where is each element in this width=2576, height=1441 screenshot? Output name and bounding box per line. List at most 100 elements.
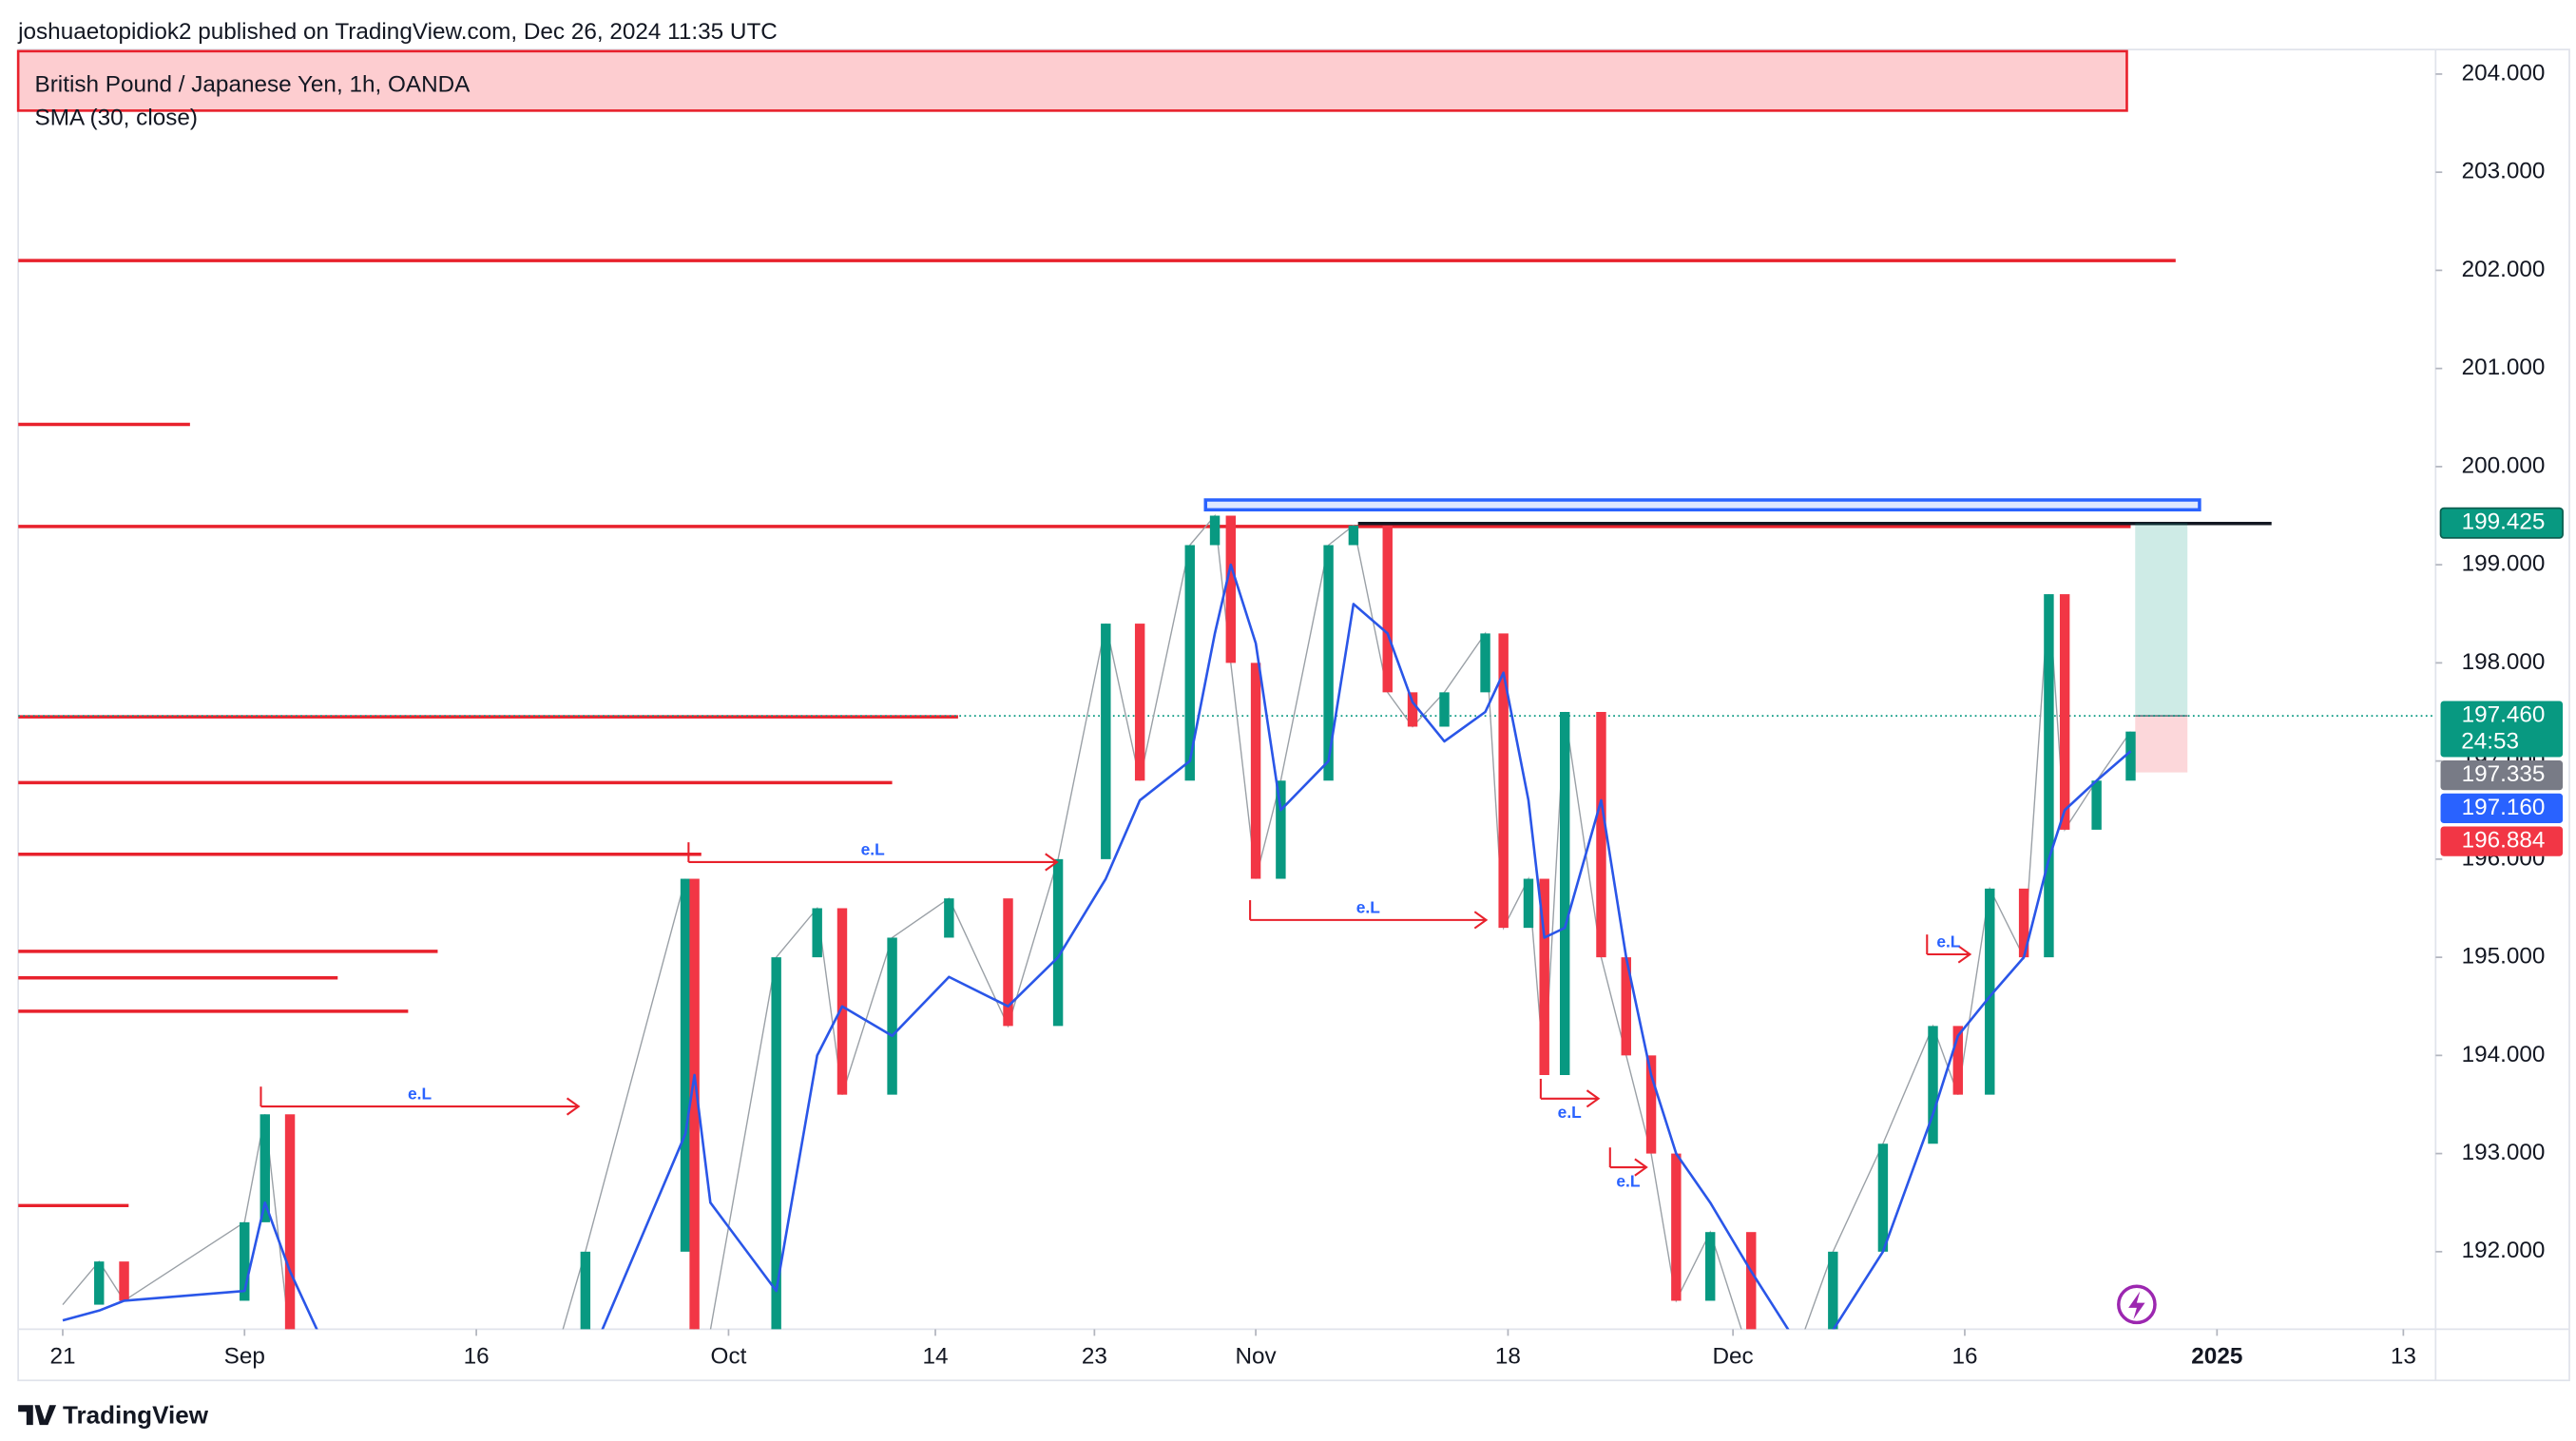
candle <box>680 878 691 1252</box>
price-label-box <box>2439 507 2564 539</box>
x-tick-label: 14 <box>922 1343 948 1369</box>
candle <box>1877 1143 1889 1252</box>
x-tick-label: 21 <box>49 1343 75 1369</box>
lightning-icon[interactable] <box>2117 1284 2157 1325</box>
target-zone <box>2135 523 2188 717</box>
candle <box>2091 780 2102 830</box>
candle <box>2018 888 2029 958</box>
x-tick-label: 16 <box>464 1343 490 1369</box>
price-label-box <box>2440 701 2564 758</box>
candle <box>1480 633 1490 693</box>
annotation-label: e.L <box>861 839 885 858</box>
candle <box>1828 1251 1838 1330</box>
price-line <box>62 513 2132 1330</box>
annotations: e.L e.L e.L e.L e.L e.L <box>260 839 1972 1190</box>
candle <box>887 937 897 1095</box>
axes: 192.000193.000194.000195.000196.000197.0… <box>49 60 2564 1369</box>
price-label-text: 199.425 <box>2462 509 2546 535</box>
candle <box>771 957 781 1330</box>
candle <box>1645 1055 1657 1154</box>
candle <box>535 1409 545 1441</box>
rectangle-drawing <box>1203 498 2201 512</box>
y-tick-label: 203.000 <box>2462 159 2546 184</box>
x-tick-label: 13 <box>2391 1343 2416 1369</box>
drawings <box>18 259 2436 1208</box>
candle <box>444 1429 453 1441</box>
price-label-text: 197.460 <box>2462 702 2546 728</box>
y-tick-label: 195.000 <box>2462 944 2546 970</box>
price-label-text: 197.160 <box>2462 795 2546 820</box>
candle <box>1250 663 1261 879</box>
candle <box>1276 780 1286 879</box>
arrow-head <box>1045 853 1059 872</box>
candle <box>260 1114 270 1222</box>
candle <box>580 1251 591 1330</box>
price-label: 197.335 <box>2440 760 2564 791</box>
y-tick-label: 199.000 <box>2462 551 2546 577</box>
annotation-label: e.L <box>408 1084 432 1103</box>
x-tick-label: 23 <box>1082 1343 1107 1369</box>
candle <box>1797 1340 1806 1360</box>
arrow-head <box>1957 945 1972 964</box>
candle <box>812 908 822 958</box>
candle <box>1184 545 1195 781</box>
candle <box>1134 624 1145 781</box>
chart-title: British Pound / Japanese Yen, 1h, OANDA <box>35 72 471 98</box>
x-tick-label: 16 <box>1951 1343 1977 1369</box>
x-tick-label: 2025 <box>2191 1343 2242 1369</box>
candle <box>94 1261 105 1305</box>
candle <box>1746 1232 1757 1330</box>
arrow-head <box>566 1097 581 1116</box>
annotation-label: e.L <box>1936 932 1960 951</box>
candle <box>1323 545 1334 781</box>
candle <box>836 908 848 1095</box>
candle <box>944 898 954 938</box>
y-tick-label: 201.000 <box>2462 355 2546 380</box>
y-tick-label: 194.000 <box>2462 1042 2546 1067</box>
arrow-head <box>1473 911 1489 930</box>
annotation-label: e.L <box>1616 1171 1640 1190</box>
publisher-line: joshuaetopidiok2 published on TradingVie… <box>17 19 778 45</box>
title-band <box>16 49 2128 112</box>
y-tick-label: 198.000 <box>2462 649 2546 675</box>
candle <box>1621 957 1631 1056</box>
y-tick-label: 200.000 <box>2462 452 2546 478</box>
candle <box>284 1114 296 1330</box>
brand-name: TradingView <box>63 1400 209 1429</box>
candle <box>689 878 700 1330</box>
candle <box>1003 898 1013 1027</box>
brand-logo[interactable]: TradingView <box>18 1400 209 1429</box>
candle <box>2044 594 2054 958</box>
candle <box>2125 731 2136 781</box>
annotation-label: e.L <box>1558 1103 1582 1122</box>
candle <box>1671 1153 1682 1301</box>
candle <box>354 1340 363 1429</box>
candle <box>119 1261 129 1301</box>
candle <box>1382 525 1393 693</box>
price-label-box <box>2440 826 2564 856</box>
price-label: 199.425 <box>2439 507 2564 539</box>
candle <box>1560 712 1570 1075</box>
stop-zone <box>2135 716 2188 773</box>
price-label-text: 196.884 <box>2462 828 2546 854</box>
candle <box>1539 878 1549 1075</box>
y-tick-label: 193.000 <box>2462 1140 2546 1165</box>
candle <box>1596 712 1606 958</box>
x-tick-label: Nov <box>1235 1343 1277 1369</box>
candle <box>1523 878 1534 929</box>
candle <box>1928 1026 1938 1144</box>
sma-line <box>62 563 2132 1330</box>
candle <box>1101 624 1111 859</box>
candle <box>1498 633 1509 929</box>
y-tick-label: 202.000 <box>2462 257 2546 282</box>
price-series <box>62 513 2136 1441</box>
price-label-text: 197.335 <box>2462 761 2546 787</box>
chart-frame <box>17 48 2570 1382</box>
price-label: 196.884 <box>2440 826 2564 856</box>
candle <box>1407 692 1418 727</box>
x-tick-label: 18 <box>1495 1343 1521 1369</box>
countdown: 24:53 <box>2461 728 2519 754</box>
price-label-box <box>2440 760 2564 791</box>
